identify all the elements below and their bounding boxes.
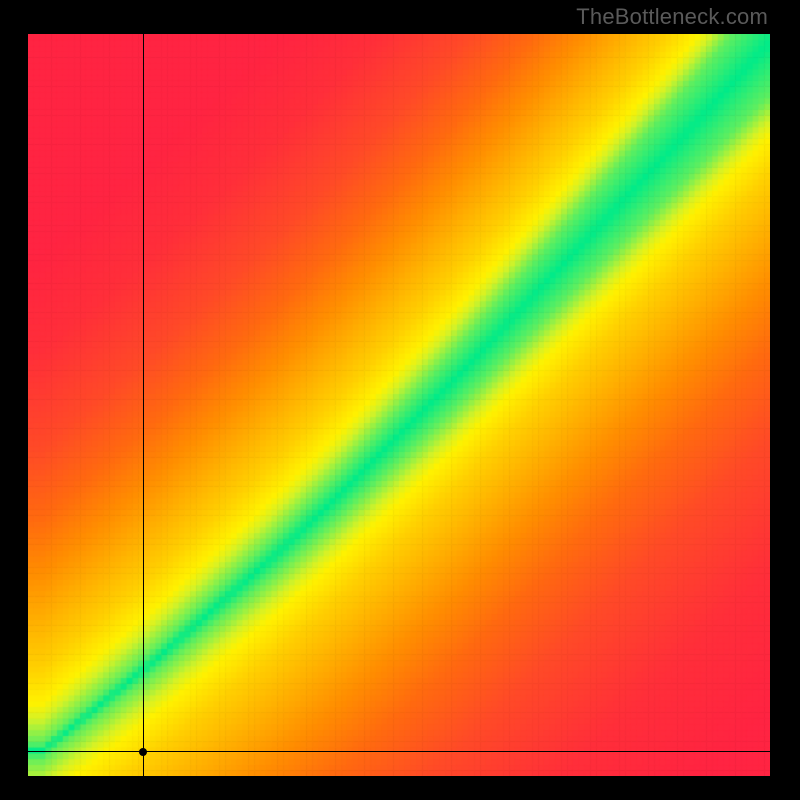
bottleneck-heatmap bbox=[28, 34, 770, 776]
watermark-text: TheBottleneck.com bbox=[576, 4, 768, 30]
chart-container: { "type": "heatmap", "watermark": "TheBo… bbox=[0, 0, 800, 800]
crosshair-horizontal bbox=[0, 751, 800, 752]
crosshair-vertical bbox=[143, 0, 144, 800]
intersection-marker bbox=[133, 742, 153, 762]
